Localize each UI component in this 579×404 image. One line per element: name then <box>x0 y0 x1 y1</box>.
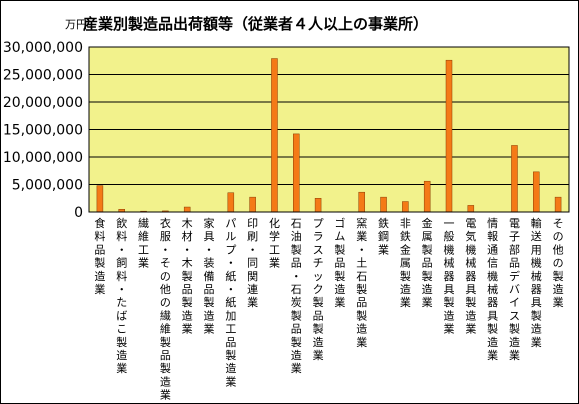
x-tick-label: 繊維工業 <box>138 217 149 270</box>
x-tick-label: 鉄鋼業 <box>378 216 389 256</box>
bar <box>96 185 104 213</box>
x-tick-label: 輸送用機械器具製造業 <box>531 216 542 349</box>
x-tick-label: 印刷・同関連業 <box>247 217 258 309</box>
x-tick-labels: 食料品製造業飲料・飼料・たばこ製造業繊維工業衣服・その他の繊維製品製造業木材・木… <box>94 216 563 402</box>
x-tick-label: 窯業・土石製品製造業 <box>356 216 367 349</box>
bar <box>467 205 475 213</box>
bar <box>533 171 540 213</box>
bar <box>249 196 256 213</box>
x-tick-label: 電子部品デバイス製造業 <box>509 217 520 362</box>
x-tick-label: 飲料・飼料・たばこ製造業 <box>116 216 127 375</box>
x-tick-label: 化学工業 <box>269 216 280 270</box>
y-tick-label: 30,000,000 <box>3 40 83 56</box>
bar <box>445 59 453 213</box>
x-tick-label: 衣服・その他の繊維製品製造業 <box>160 216 171 402</box>
y-tick-label: 0 <box>74 205 83 221</box>
y-axis-unit: 万円 <box>65 18 87 31</box>
x-tick-label: 非鉄金属製造業 <box>400 217 411 309</box>
x-tick-label: 食料品製造業 <box>94 216 105 296</box>
x-tick-label: プラスチック製品製造業 <box>313 217 324 362</box>
bar <box>402 201 409 213</box>
x-tick-label: その他の製造業 <box>553 217 564 309</box>
x-tick-label: 木材・木製品製造業 <box>182 217 193 336</box>
y-tick-label: 10,000,000 <box>3 150 83 166</box>
bar <box>554 196 562 213</box>
x-tick-label: 情報通信機械器具製造業 <box>487 217 498 362</box>
x-tick-label: ゴム製品製造業 <box>334 216 345 309</box>
bar <box>271 58 278 213</box>
y-tick-label: 5,000,000 <box>12 178 83 194</box>
bars <box>96 58 562 213</box>
x-tick-label: 一般機械器具製造業 <box>444 217 455 336</box>
x-tick-label: 電気機械器具製造業 <box>465 217 476 336</box>
x-tick-label: 家具・装備品製造業 <box>204 216 215 336</box>
x-tick-label: パルプ・紙・紙加工品製造業 <box>225 217 236 388</box>
bar <box>380 196 387 213</box>
bar <box>511 145 518 213</box>
bar <box>314 198 322 213</box>
y-tick-label: 20,000,000 <box>3 95 83 111</box>
chart-title: 産業別製造品出荷額等（従業者４人以上の事業所） <box>83 15 428 33</box>
bar <box>183 206 191 213</box>
bar <box>227 192 235 213</box>
x-tick-label: 金属製品製造業 <box>422 216 433 309</box>
x-tick-label: 石油製品・石炭製品製造業 <box>291 217 302 375</box>
bar <box>423 180 431 213</box>
y-tick-label: 15,000,000 <box>3 123 83 139</box>
bar <box>358 191 365 213</box>
y-tick-label: 25,000,000 <box>3 68 83 84</box>
y-tick-labels: 0 5,000,000 10,000,000 15,000,000 20,000,000… <box>3 40 83 221</box>
bar <box>293 133 300 213</box>
gridlines <box>89 74 569 185</box>
